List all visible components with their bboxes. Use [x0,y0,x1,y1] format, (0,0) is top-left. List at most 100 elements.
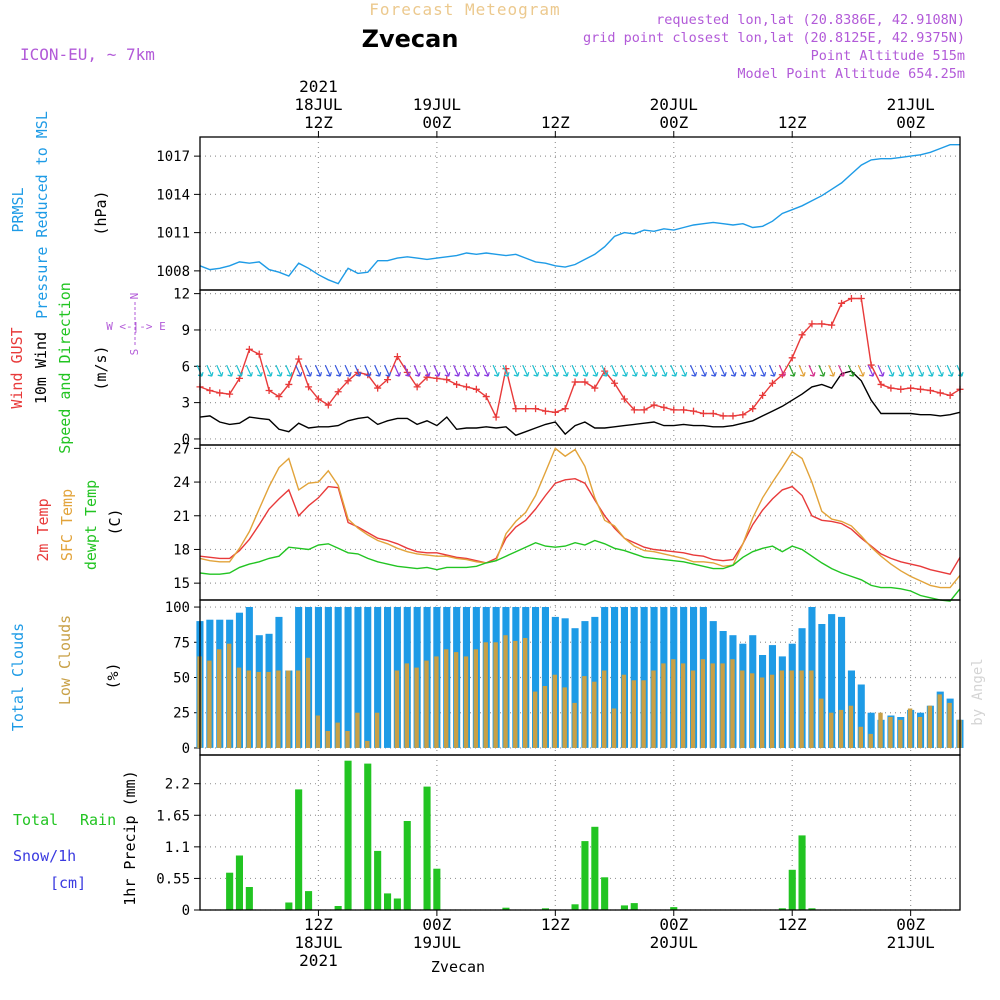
temp-sfc-label: SFC Temp [58,489,76,561]
top-tick-label: 19JUL [413,95,461,114]
wind-dir-arrow [650,364,658,377]
gust-point [305,383,313,391]
bar-total-rain [364,763,372,910]
bar-low-clouds [523,638,528,748]
clouds-unit: (%) [104,662,122,689]
bar-low-clouds [305,657,311,748]
temp-labels: 2m Temp SFC Temp dewpt Temp (C) [34,480,124,570]
total-label: Total [13,811,58,829]
y-tick-label: 9 [182,323,190,339]
gust-point [699,410,707,418]
wind-dir-arrow [482,364,490,377]
bar-total-clouds [828,614,836,748]
gust-point [413,383,421,391]
bar-low-clouds [848,705,854,748]
bar-low-clouds [266,671,271,748]
wind-dir-arrow [295,364,303,377]
wind-dir-arrow [719,364,727,377]
series-line-sfc-temp [199,447,961,589]
wind-dir-arrow [877,364,885,377]
gust-point [680,406,688,414]
top-tick-label: 00Z [659,113,688,132]
gust-point [591,384,599,392]
bar-low-clouds [414,667,419,748]
gust-point [847,294,855,302]
bar-total-clouds [532,607,540,748]
gust-point [561,405,569,413]
bar-total-rain [591,826,599,910]
gust-point [867,361,875,369]
y-tick-label: 1011 [156,226,190,242]
wind-dir-arrow [857,364,865,377]
wind-dir-arrow [788,364,796,377]
bar-low-clouds [641,680,646,748]
bar-total-clouds [384,607,392,748]
top-tick-label: 12Z [778,113,807,132]
precip-labels: Total Rain Snow/1h [cm] 1hr Precip (mm) [13,770,139,905]
y-tick-label: 25 [173,706,190,722]
bar-low-clouds [789,670,794,748]
wind-dir-arrow [591,364,599,377]
bar-total-rain [374,850,382,910]
bottom-tick-label: 00Z [896,915,925,934]
series-line-prmsl [199,143,960,285]
bar-total-rain [384,893,392,910]
wind-dir-arrow [265,364,273,377]
gust-point [768,379,776,387]
bar-low-clouds [355,712,360,748]
gust-point [255,350,263,358]
bar-low-clouds [631,680,636,748]
bar-total-clouds [611,607,619,748]
bar-low-clouds [513,640,518,748]
bar-low-clouds [927,705,933,748]
watermark: by Angel [970,658,986,725]
wind-dir-arrow [305,364,313,377]
bar-total-rain [344,760,352,910]
wind-dir-arrow [897,364,905,377]
bar-low-clouds [592,681,597,748]
panel-2: 15 18 21 24 27 [173,441,961,602]
bar-low-clouds [503,635,508,748]
y-tick-label: 100 [165,600,190,616]
gust-point [285,380,293,388]
top-tick-label: 18JUL [294,95,342,114]
gust-point [541,407,549,415]
bar-low-clouds [236,667,242,748]
bar-low-clouds [917,717,923,748]
bar-low-clouds [335,722,340,748]
plot-layer: 1008101110141017036912151821242702550751… [156,77,964,970]
wind-dir-arrow [472,364,480,377]
y-tick-label: 0 [182,741,190,757]
wind-dir-label: Speed and Direction [56,282,74,454]
gust-point [887,384,895,392]
gust-point [897,385,905,393]
bottom-location: Zvecan [431,958,485,976]
gust-point [384,376,392,384]
wind-dir-arrow [433,364,441,377]
gust-point [443,376,451,384]
wind-dir-arrow [916,364,925,377]
y-tick-label: 1017 [156,149,190,165]
panel-frame [199,136,961,291]
panel-frame [199,289,961,446]
gust-point [423,373,431,381]
top-tick-label: 12Z [304,113,333,132]
panel-4: 0 0.55 1.1 1.65 2.2 [156,754,961,919]
wind-dir-arrow [798,364,806,377]
bar-low-clouds [217,649,222,748]
bar-total-rain [798,835,806,910]
bar-total-rain [433,868,441,910]
wind-dir-arrow [334,364,342,377]
bar-low-clouds [246,670,251,748]
bar-low-clouds [394,670,400,748]
bar-total-rain [620,905,628,910]
bar-low-clouds [345,731,350,748]
bottom-tick-label: 2021 [299,951,338,970]
wind-dir-arrow [946,364,954,377]
bottom-tick-label: 00Z [422,915,451,934]
gust-point [739,411,747,419]
bar-total-rain [502,907,510,910]
gust-point [877,380,885,388]
y-tick-label: 0 [182,903,190,919]
wind-dir-arrow [255,364,263,377]
